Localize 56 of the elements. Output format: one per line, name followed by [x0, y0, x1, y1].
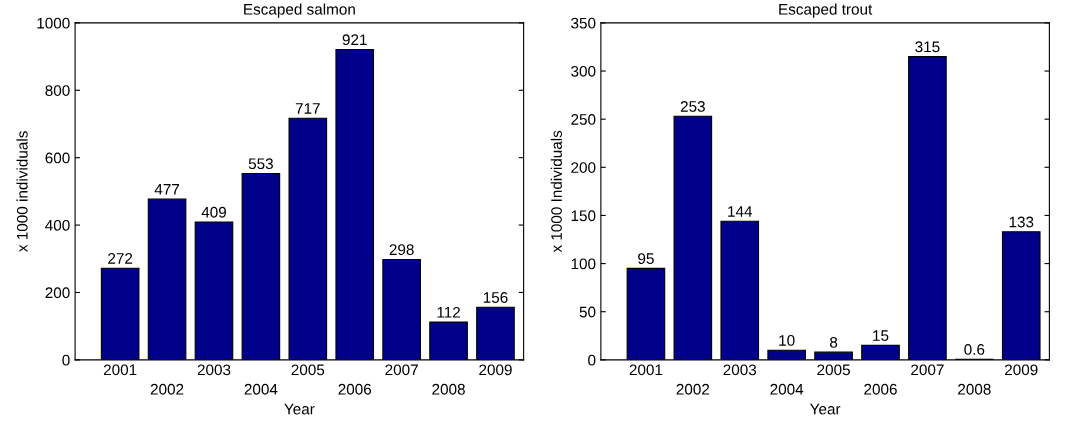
y-tick-label: 350	[571, 17, 596, 29]
x-tick-label: 2009	[1005, 364, 1038, 376]
x-tick-label: 2006	[338, 383, 372, 395]
y-tick-label: 200	[571, 162, 596, 173]
data-label: 409	[201, 206, 226, 218]
y-axis-title: x 1000 Individuals	[550, 130, 562, 253]
data-label: 8	[830, 336, 838, 348]
x-tick-label: 2004	[770, 383, 804, 395]
x-tick-label: 2003	[723, 364, 757, 376]
data-label: 0.6	[964, 344, 985, 355]
data-label: 921	[342, 34, 367, 46]
x-tick-label: 2001	[103, 364, 137, 376]
y-tick-label: 800	[45, 85, 70, 96]
data-label: 133	[1009, 216, 1034, 228]
data-label: 95	[638, 253, 654, 264]
chart-title: Escaped trout	[779, 3, 873, 18]
data-label: 272	[108, 252, 133, 264]
x-axis-title: Year	[284, 403, 315, 415]
y-tick-label: 200	[45, 287, 70, 299]
data-label: 298	[389, 244, 414, 256]
x-tick-label: 2008	[432, 383, 465, 395]
y-tick-label: 600	[45, 152, 70, 164]
data-label: 553	[248, 158, 273, 170]
y-tick-label: 300	[571, 65, 596, 77]
x-tick-label: 2006	[864, 383, 897, 395]
x-tick-label: 2003	[197, 364, 231, 376]
x-tick-label: 2001	[629, 364, 663, 376]
data-label: 10	[779, 335, 795, 346]
y-tick-label: 1000	[37, 17, 70, 29]
x-tick-label: 2002	[150, 383, 184, 395]
data-label: 15	[873, 330, 889, 342]
data-label: 315	[915, 41, 940, 53]
x-tick-label: 2008	[958, 383, 991, 395]
x-tick-label: 2007	[911, 364, 944, 376]
data-label: 253	[680, 101, 705, 112]
data-label: 717	[295, 103, 320, 114]
y-tick-label: 150	[571, 210, 596, 222]
y-tick-label: 0	[62, 354, 70, 366]
data-label: 144	[728, 206, 753, 217]
y-tick-label: 0	[588, 354, 596, 366]
x-axis-title: Year	[810, 403, 841, 415]
y-tick-label: 100	[571, 258, 596, 270]
y-axis-title: x 1000 individuals	[16, 131, 28, 252]
x-tick-label: 2002	[676, 383, 710, 395]
x-tick-label: 2007	[385, 364, 418, 376]
x-tick-label: 2004	[244, 383, 278, 395]
y-tick-label: 250	[571, 114, 596, 125]
data-label: 477	[154, 184, 180, 195]
data-label: 112	[437, 306, 460, 318]
chart-title: Escaped salmon	[244, 3, 355, 18]
x-tick-label: 2005	[817, 364, 850, 376]
y-tick-label: 50	[579, 306, 596, 318]
x-tick-label: 2005	[291, 364, 325, 376]
y-tick-label: 400	[45, 219, 70, 231]
x-tick-label: 2009	[479, 364, 512, 376]
data-label: 156	[483, 292, 508, 303]
